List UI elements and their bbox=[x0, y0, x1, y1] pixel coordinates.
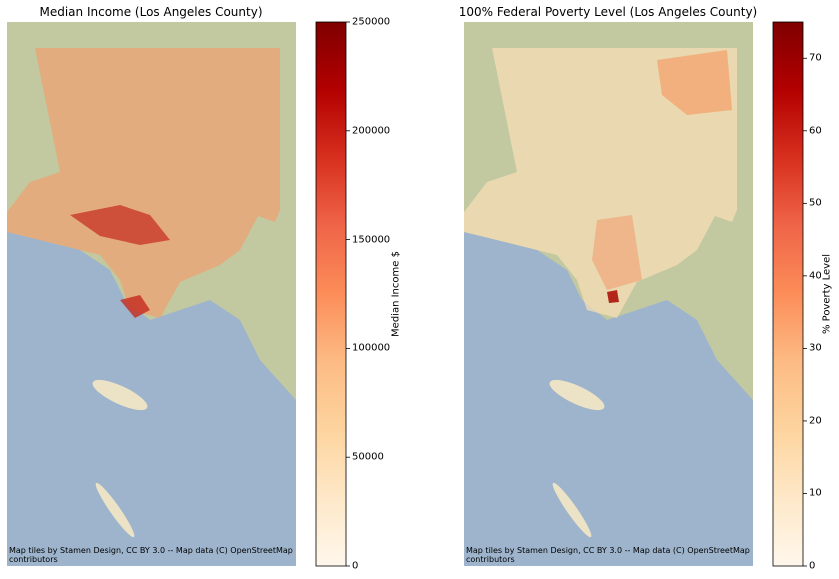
colorbar bbox=[772, 21, 804, 567]
high-poverty-area bbox=[607, 290, 619, 303]
colorbar-tick-label: 70 bbox=[809, 52, 822, 64]
colorbar-tick-label: 100000 bbox=[352, 342, 391, 354]
high-income-area bbox=[120, 295, 150, 318]
colorbar-tick-label: 150000 bbox=[352, 234, 391, 246]
water bbox=[7, 232, 296, 566]
colorbar-tick-label: 50000 bbox=[352, 451, 384, 463]
map-right bbox=[464, 22, 753, 566]
colorbar-tick-label: 40 bbox=[809, 270, 822, 282]
colorbar-tick-label: 20 bbox=[809, 415, 822, 427]
high-poverty-area bbox=[592, 215, 642, 290]
attribution: Map tiles by Stamen Design, CC BY 3.0 --… bbox=[9, 546, 293, 564]
colorbar-tick-label: 30 bbox=[809, 342, 822, 354]
colorbar-tick-label: 10 bbox=[809, 487, 822, 499]
map-title: Median Income (Los Angeles County) bbox=[39, 5, 263, 19]
colorbar-tick-label: 0 bbox=[352, 560, 359, 572]
high-income-area bbox=[70, 205, 170, 245]
high-poverty-area bbox=[657, 50, 732, 115]
colorbar-label: % Poverty Level bbox=[821, 253, 833, 335]
county-overlay bbox=[464, 48, 737, 318]
colorbar-tick-label: 200000 bbox=[352, 125, 391, 137]
colorbar-tick-label: 60 bbox=[809, 125, 822, 137]
island bbox=[95, 482, 135, 538]
island bbox=[549, 379, 605, 411]
colorbar-tick-label: 250000 bbox=[352, 16, 391, 28]
water bbox=[464, 232, 753, 566]
map-left bbox=[7, 22, 296, 566]
map-title: 100% Federal Poverty Level (Los Angeles … bbox=[458, 5, 758, 19]
colorbar bbox=[315, 21, 347, 567]
attribution: Map tiles by Stamen Design, CC BY 3.0 --… bbox=[466, 546, 750, 564]
island bbox=[92, 379, 148, 411]
county-overlay bbox=[7, 48, 280, 318]
colorbar-tick-label: 50 bbox=[809, 197, 822, 209]
colorbar-tick-label: 0 bbox=[809, 560, 816, 572]
island bbox=[552, 482, 592, 538]
colorbar-label: Median Income $ bbox=[390, 251, 402, 337]
